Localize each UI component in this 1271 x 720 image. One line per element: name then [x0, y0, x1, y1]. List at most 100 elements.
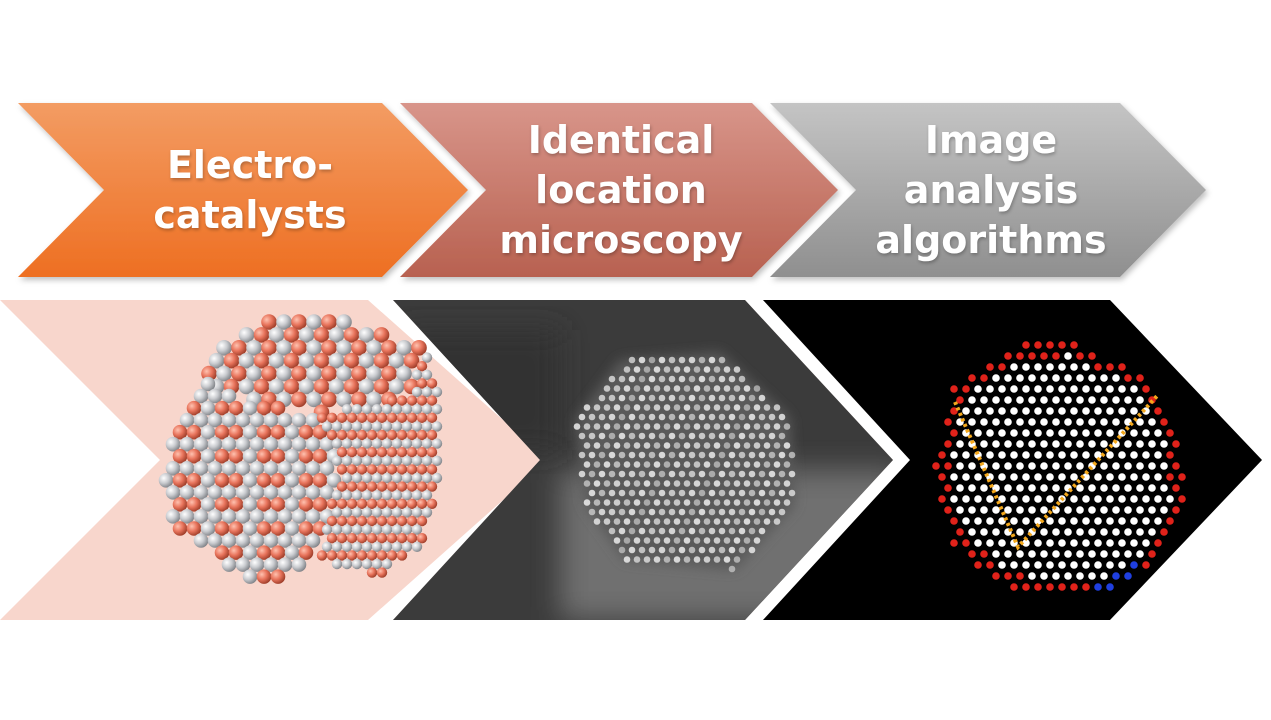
detected-atom: [1088, 506, 1096, 514]
atom-column: [773, 480, 781, 487]
orange-atom: [313, 327, 330, 343]
surface-atom: [950, 385, 958, 393]
atom-column: [653, 556, 661, 563]
detected-atom: [1094, 473, 1102, 481]
atom-column: [658, 432, 666, 440]
orange-atom: [381, 365, 397, 382]
detected-atom: [1088, 418, 1096, 426]
gray-atom: [361, 524, 373, 535]
gray-atom: [331, 524, 343, 535]
detected-atom: [1100, 572, 1108, 580]
orange-atom: [312, 473, 328, 488]
detected-atom: [998, 473, 1006, 481]
atom-column: [603, 385, 611, 392]
detected-atom: [1148, 462, 1156, 470]
gray-atom: [328, 378, 345, 395]
surface-atom: [1034, 341, 1042, 349]
gray-atom: [421, 421, 433, 432]
atom-column: [593, 442, 601, 449]
atom-column: [743, 461, 751, 468]
atom-column: [718, 451, 726, 459]
atom-column: [593, 423, 601, 430]
atom-column: [763, 442, 771, 449]
atom-column: [628, 470, 636, 478]
gray-atom: [381, 524, 393, 535]
atom-column: [738, 546, 746, 554]
atom-column: [648, 413, 656, 421]
orange-atom: [298, 497, 314, 512]
orange-atom: [261, 365, 277, 382]
atom-column: [758, 413, 766, 421]
atom-column: [643, 366, 651, 373]
detected-atom: [1028, 484, 1036, 492]
orange-atom: [416, 447, 428, 458]
detected-atom: [1118, 517, 1126, 525]
detected-atom: [992, 506, 1000, 514]
detected-atom: [1100, 396, 1108, 404]
detected-atom: [1076, 528, 1084, 536]
gray-atom: [221, 412, 237, 428]
detected-atom: [1076, 484, 1084, 492]
detected-atom: [1160, 440, 1168, 448]
detected-atom: [1136, 484, 1144, 492]
detected-atom: [1148, 440, 1156, 448]
detected-atom: [1028, 572, 1036, 580]
atom-column: [593, 518, 601, 525]
atom-column: [628, 375, 636, 383]
atom-column: [728, 413, 736, 421]
detected-atom: [1016, 462, 1024, 470]
orange-atom: [366, 464, 378, 475]
orange-atom: [214, 521, 230, 536]
detected-atom: [1160, 484, 1168, 492]
gray-atom: [371, 541, 383, 552]
gray-atom: [193, 412, 209, 428]
gray-atom: [388, 378, 405, 395]
orange-atom: [186, 424, 202, 440]
atom-column: [778, 508, 786, 516]
gray-atom: [268, 327, 285, 343]
detected-atom: [1100, 440, 1108, 448]
gray-atom: [249, 436, 265, 452]
detected-atom: [1148, 484, 1156, 492]
gray-atom: [242, 424, 258, 440]
orange-atom: [291, 314, 307, 330]
detected-atom: [1058, 473, 1066, 481]
detected-atom: [1130, 385, 1138, 393]
detected-atom: [992, 374, 1000, 382]
atom-column: [633, 385, 641, 392]
orange-atom: [351, 391, 367, 408]
gray-atom: [351, 455, 363, 466]
atom-column: [703, 556, 711, 563]
detected-atom: [1040, 528, 1048, 536]
atom-column: [653, 461, 661, 468]
orange-atom: [346, 429, 358, 441]
atom-column: [633, 480, 641, 487]
atom-column: [613, 385, 621, 392]
gray-atom: [306, 365, 322, 382]
atom-column: [748, 413, 756, 421]
detected-atom: [1154, 451, 1162, 459]
atom-column: [728, 508, 736, 516]
surface-atom: [980, 374, 988, 382]
atom-column: [703, 499, 711, 506]
gray-atom: [341, 558, 353, 570]
detected-atom: [1040, 550, 1048, 558]
detected-atom: [1058, 429, 1066, 437]
atom-column: [608, 375, 616, 383]
gray-atom: [391, 507, 403, 518]
atom-column: [618, 375, 626, 383]
detected-atom: [1088, 396, 1096, 404]
detected-atom: [992, 550, 1000, 558]
atom-column: [683, 385, 691, 392]
atom-column: [688, 356, 696, 364]
atom-column: [718, 356, 726, 364]
detected-atom: [1022, 473, 1030, 481]
atom-column: [648, 375, 656, 383]
detected-atom: [1022, 363, 1030, 371]
atom-column: [668, 470, 676, 478]
orange-atom: [343, 352, 360, 369]
atom-column: [633, 423, 641, 430]
atom-column: [723, 461, 731, 468]
detected-atom: [1088, 484, 1096, 492]
gray-atom: [381, 421, 393, 432]
